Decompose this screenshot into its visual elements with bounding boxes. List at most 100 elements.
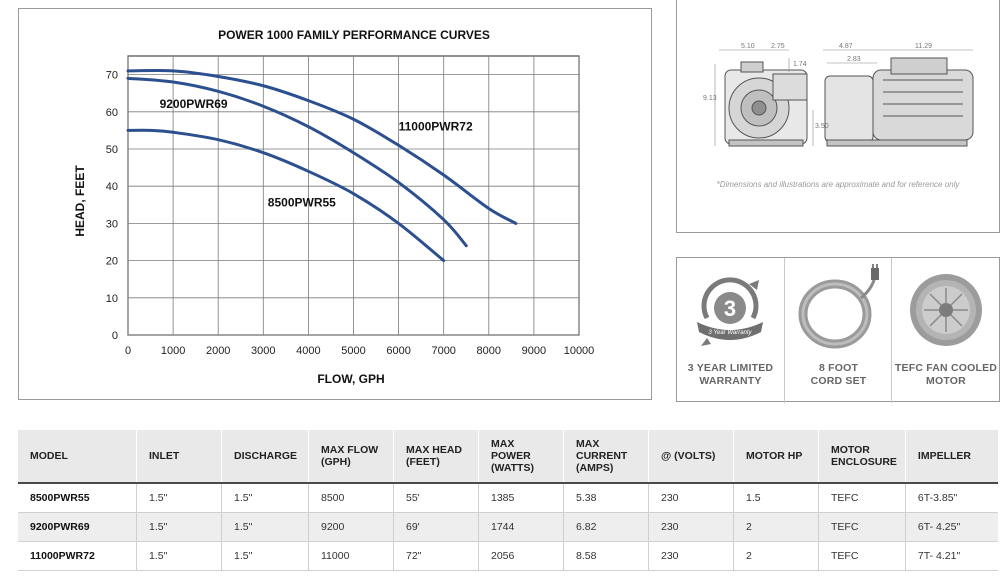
table-cell-inlet: 1.5" — [136, 541, 222, 571]
series-label-8500pwr55: 8500PWR55 — [268, 196, 336, 210]
dimensions-panel: 5.10 2.75 1.74 9.13 3.50 4.87 2.83 11.29… — [676, 0, 1000, 233]
x-tick-label: 2000 — [206, 345, 230, 357]
spec-table: MODEL INLET DISCHARGE MAX FLOW (GPH) MAX… — [18, 430, 998, 571]
y-tick-label: 30 — [106, 218, 118, 230]
series-label-11000pwr72: 11000PWR72 — [399, 119, 473, 133]
table-cell-model: 9200PWR69 — [18, 512, 137, 542]
table-cell-max-flow: 9200 — [308, 512, 394, 542]
dimensions-note: *Dimensions and illustrations are approx… — [716, 180, 960, 189]
dimension-values: 5.10 2.75 1.74 9.13 3.50 4.87 2.83 11.29 — [703, 43, 932, 130]
table-cell-discharge: 1.5" — [221, 483, 309, 513]
pump-dimension-drawing: 5.10 2.75 1.74 9.13 3.50 4.87 2.83 11.29 — [703, 43, 974, 147]
table-cell-volts: 230 — [648, 541, 734, 571]
table-cell-motor-hp: 1.5 — [733, 483, 819, 513]
table-cell-motor-hp: 2 — [733, 512, 819, 542]
y-tick-label: 10 — [106, 293, 118, 305]
dim-inlet-offset: 2.83 — [847, 56, 861, 63]
feature-warranty-label: 3 YEAR LIMITED WARRANTY — [687, 362, 774, 387]
y-tick-label: 20 — [106, 256, 118, 268]
warranty-badge-icon: 3 3 Year Warranty — [697, 277, 763, 346]
dim-width-front: 5.10 — [741, 43, 755, 50]
dim-outlet-offset: 2.75 — [771, 43, 785, 50]
table-cell-model: 11000PWR72 — [18, 541, 137, 571]
x-tick-label: 5000 — [341, 345, 365, 357]
table-cell-max-current: 8.58 — [563, 541, 649, 571]
table-cell-volts: 230 — [648, 483, 734, 513]
dim-width-side: 4.87 — [839, 43, 853, 50]
series-line-8500pwr55 — [126, 128, 446, 263]
table-cell-discharge: 1.5" — [221, 512, 309, 542]
table-cell-max-power: 2056 — [478, 541, 564, 571]
table-cell-volts: 230 — [648, 512, 734, 542]
dim-inlet-height: 3.50 — [815, 123, 829, 130]
table-cell-inlet: 1.5" — [136, 483, 222, 513]
x-tick-label: 6000 — [386, 345, 410, 357]
y-tick-label: 70 — [106, 70, 118, 82]
table-cell-model: 8500PWR55 — [18, 483, 137, 513]
feature-cord: 8 FOOT CORD SET — [784, 258, 892, 403]
pump-front-view — [724, 61, 808, 147]
table-cell-impeller: 6T-3.85" — [905, 483, 998, 513]
column-header-inlet: INLET — [136, 430, 222, 484]
table-cell-max-power: 1385 — [478, 483, 564, 513]
table-cell-max-power: 1744 — [478, 512, 564, 542]
grid — [127, 55, 580, 336]
column-header-max-head: MAX HEAD (FEET) — [393, 430, 479, 484]
table-row: 9200PWR69 1.5" 1.5" 9200 69' 1744 6.82 2… — [18, 512, 998, 542]
x-tick-label: 1000 — [161, 345, 185, 357]
column-header-model: MODEL — [18, 430, 137, 484]
column-header-volts: @ (VOLTS) — [648, 430, 734, 484]
table-header-row: MODEL INLET DISCHARGE MAX FLOW (GPH) MAX… — [18, 430, 998, 484]
chart-title: POWER 1000 FAMILY PERFORMANCE CURVES — [218, 28, 490, 42]
table-cell-max-current: 6.82 — [563, 512, 649, 542]
column-header-motor-enclosure: MOTOR ENCLOSURE — [818, 430, 906, 484]
warranty-badge-number: 3 — [724, 296, 736, 321]
dimension-lines — [714, 49, 973, 146]
series-labels: 11000PWR72 9200PWR69 8500PWR55 — [160, 97, 473, 210]
table-cell-motor-enclosure: TEFC — [818, 541, 906, 571]
feature-fan: TEFC FAN COOLED MOTOR — [891, 258, 1000, 403]
table-cell-inlet: 1.5" — [136, 512, 222, 542]
y-tick-label: 0 — [112, 330, 118, 342]
table-cell-motor-enclosure: TEFC — [818, 512, 906, 542]
column-header-impeller: IMPELLER — [905, 430, 998, 484]
column-header-max-power: MAX POWER (WATTS) — [478, 430, 564, 484]
performance-chart-panel: POWER 1000 FAMILY PERFORMANCE CURVES FLO… — [18, 8, 652, 400]
series — [126, 68, 518, 263]
table-cell-impeller: 7T- 4.21" — [905, 541, 998, 571]
dim-length: 11.29 — [915, 43, 932, 50]
series-line-9200pwr69 — [126, 76, 468, 248]
features-panel: 3 3 Year Warranty 3 YEAR LIMITED WARRANT… — [676, 257, 1000, 403]
y-tick-label: 50 — [106, 144, 118, 156]
y-axis-label: HEAD, FEET — [73, 165, 87, 237]
dim-height: 9.13 — [703, 95, 717, 102]
dim-outlet-height: 1.74 — [793, 61, 807, 68]
pump-side-view — [824, 57, 974, 147]
column-header-max-current: MAX CURRENT (AMPS) — [563, 430, 649, 484]
x-tick-label: 8000 — [477, 345, 501, 357]
column-header-max-flow: MAX FLOW (GPH) — [308, 430, 394, 484]
y-tick-label: 60 — [106, 107, 118, 119]
x-tick-label: 4000 — [296, 345, 320, 357]
feature-warranty: 3 3 Year Warranty 3 YEAR LIMITED WARRANT… — [677, 258, 784, 403]
performance-chart: POWER 1000 FAMILY PERFORMANCE CURVES FLO… — [73, 28, 595, 386]
y-tick-label: 40 — [106, 181, 118, 193]
x-axis-label: FLOW, GPH — [317, 372, 384, 386]
table-cell-impeller: 6T- 4.25" — [905, 512, 998, 542]
table-cell-max-flow: 11000 — [308, 541, 394, 571]
column-header-discharge: DISCHARGE — [221, 430, 309, 484]
warranty-badge-text: 3 Year Warranty — [708, 330, 752, 336]
x-tick-label: 0 — [125, 345, 131, 357]
x-tick-label: 3000 — [251, 345, 275, 357]
x-tick-label: 10000 — [564, 345, 595, 357]
column-header-motor-hp: MOTOR HP — [733, 430, 819, 484]
table-cell-max-head: 72" — [393, 541, 479, 571]
table-row: 11000PWR72 1.5" 1.5" 11000 72" 2056 8.58… — [18, 541, 998, 571]
series-line-11000pwr72 — [126, 68, 518, 225]
table-cell-motor-enclosure: TEFC — [818, 483, 906, 513]
feature-cord-label: 8 FOOT CORD SET — [810, 362, 867, 387]
table-cell-max-current: 5.38 — [563, 483, 649, 513]
series-label-9200pwr69: 9200PWR69 — [160, 97, 228, 111]
ticks: 0 1000 2000 3000 4000 5000 6000 7000 8000 9000 100… — [106, 70, 595, 357]
table-cell-motor-hp: 2 — [733, 541, 819, 571]
